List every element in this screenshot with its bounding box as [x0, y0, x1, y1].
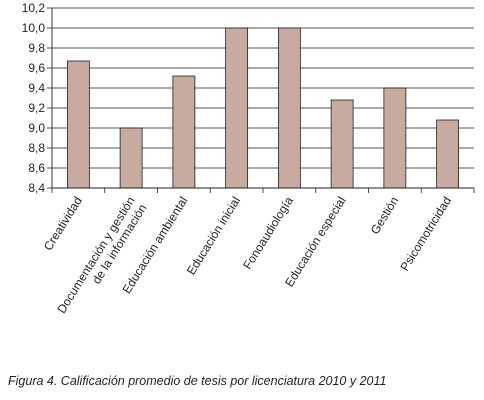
y-tick-label: 10,2: [22, 1, 46, 15]
bar: [277, 27, 301, 189]
x-category-label: Creatividad: [41, 194, 85, 253]
bar: [66, 60, 90, 189]
y-tick-label: 9,2: [28, 101, 45, 115]
bar: [119, 127, 143, 189]
bar: [225, 27, 249, 189]
x-category-label: Gestión: [368, 194, 402, 236]
figure-caption: Figura 4. Calificación promedio de tesis…: [8, 374, 387, 388]
x-category-label: Fonoaudiología: [240, 194, 296, 272]
x-category-label: Psicomotricidad: [397, 194, 454, 273]
y-tick-label: 8,8: [28, 141, 45, 155]
y-tick-label: 10,0: [22, 21, 46, 35]
bar: [172, 75, 196, 189]
bar-chart: 8,4 8,6 8,8 9,0 9,2 9,4 9,6 9,8 10,0 10,2 Creativi…: [22, 1, 475, 316]
bar: [436, 119, 460, 189]
y-tick-label: 9,6: [28, 61, 45, 75]
x-category-label: Educación inicial: [184, 194, 243, 277]
y-tick-label: 9,8: [28, 41, 45, 55]
y-tick-label: 8,6: [28, 161, 45, 175]
y-tick-label: 8,4: [28, 181, 45, 195]
y-tick-label: 9,4: [28, 81, 45, 95]
bar: [383, 87, 407, 189]
x-category-label: Educación especial: [282, 194, 349, 289]
bar: [330, 99, 354, 189]
y-tick-label: 9,0: [28, 121, 45, 135]
